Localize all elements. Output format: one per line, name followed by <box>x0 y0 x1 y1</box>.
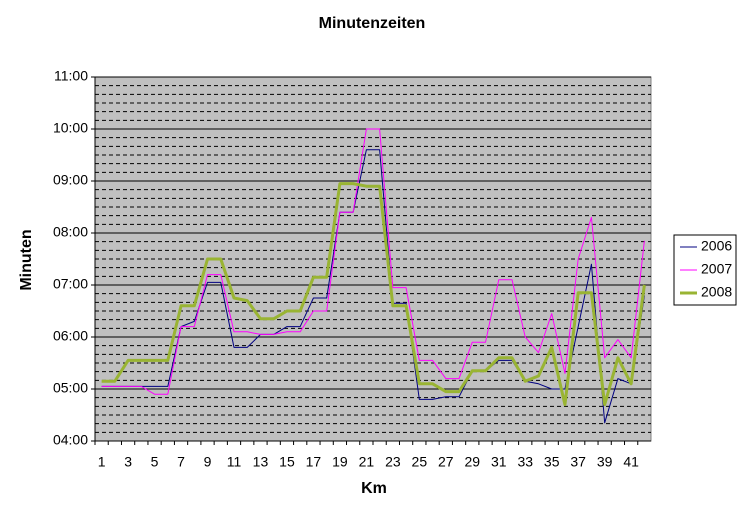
y-tick-label: 05:00 <box>53 380 88 396</box>
y-tick-label: 04:00 <box>53 432 88 448</box>
legend-label: 2007 <box>701 261 732 277</box>
x-tick-label: 21 <box>359 454 375 470</box>
x-axis-label: Km <box>361 480 387 497</box>
x-tick-label: 33 <box>517 454 533 470</box>
x-tick-label: 27 <box>438 454 454 470</box>
x-tick-label: 17 <box>306 454 322 470</box>
x-tick-label: 5 <box>151 454 159 470</box>
x-tick-label: 37 <box>570 454 586 470</box>
y-tick-label: 07:00 <box>53 276 88 292</box>
x-tick-label: 19 <box>332 454 348 470</box>
y-tick-label: 06:00 <box>53 328 88 344</box>
chart-title: Minutenzeiten <box>319 15 426 32</box>
x-tick-label: 23 <box>385 454 401 470</box>
x-tick-label: 41 <box>623 454 639 470</box>
x-tick-label: 35 <box>544 454 560 470</box>
y-tick-label: 09:00 <box>53 172 88 188</box>
x-tick-label: 3 <box>124 454 132 470</box>
series-line <box>101 182 646 407</box>
y-tick-label: 10:00 <box>53 120 88 136</box>
x-tick-label: 1 <box>98 454 106 470</box>
series-line <box>101 128 645 395</box>
y-axis-label: Minuten <box>18 229 35 290</box>
series-line <box>101 149 645 424</box>
x-tick-label: 13 <box>253 454 269 470</box>
legend-label: 2008 <box>701 284 732 300</box>
x-tick-label: 39 <box>597 454 613 470</box>
y-tick-label: 11:00 <box>54 68 88 84</box>
x-tick-label: 29 <box>464 454 480 470</box>
x-tick-label: 9 <box>204 454 212 470</box>
x-tick-label: 7 <box>177 454 185 470</box>
x-tick-label: 25 <box>412 454 428 470</box>
legend-label: 2006 <box>701 238 732 254</box>
x-tick-label: 15 <box>279 454 295 470</box>
x-tick-label: 11 <box>227 454 242 470</box>
x-tick-label: 31 <box>491 454 507 470</box>
y-tick-label: 08:00 <box>53 224 88 240</box>
